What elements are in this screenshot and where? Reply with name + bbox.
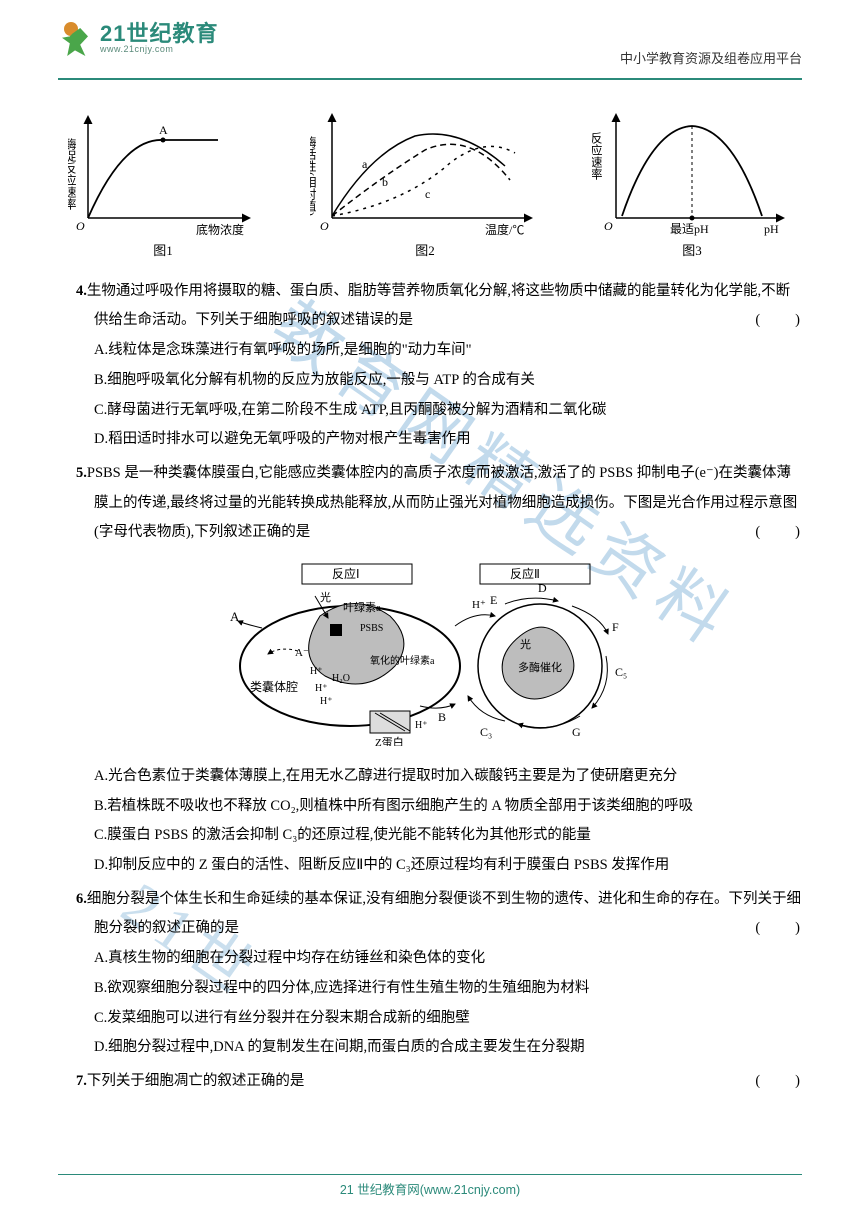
svg-text:酶促反应速率: 酶促反应速率 — [68, 137, 77, 210]
logo-sub-text: www.21cnjy.com — [100, 45, 218, 54]
q4-number: 4. — [76, 283, 87, 299]
q6-answer-blank: ( ) — [773, 914, 802, 944]
q4-opt-a: A.线粒体是念珠藻进行有氧呼吸的场所,是细胞的"动力车间" — [94, 336, 802, 366]
svg-text:反应速率: 反应速率 — [592, 132, 603, 180]
svg-text:光: 光 — [520, 637, 531, 651]
q7-stem: 下列关于细胞凋亡的叙述正确的是 — [87, 1073, 305, 1089]
q7-answer-blank: ( ) — [773, 1067, 802, 1097]
q4-opt-c: C.酵母菌进行无氧呼吸,在第二阶段不生成 ATP,且丙酮酸被分解为酒精和二氧化碳 — [94, 396, 802, 426]
figure-2-caption: 图2 — [310, 238, 540, 265]
q5-stem: PSBS 是一种类囊体膜蛋白,它能感应类囊体腔内的高质子浓度而被激活,激活了的 … — [87, 465, 797, 540]
q5-opt-a: A.光合色素位于类囊体薄膜上,在用无水乙醇进行提取时加入碳酸钙主要是为了使研磨更… — [94, 762, 802, 792]
svg-text:G: G — [572, 725, 581, 739]
svg-text:A: A — [159, 123, 168, 137]
q4-opt-b: B.细胞呼吸氧化分解有机物的反应为放能反应,一般与 ATP 的合成有关 — [94, 366, 802, 396]
q5-diagram: 反应Ⅰ反应Ⅱ叶绿素aPSBS氧化的叶绿素a光H₂OH⁺H⁺H⁺A⁻类囊体腔Z蛋白… — [58, 556, 802, 758]
question-7: 7.下列关于细胞凋亡的叙述正确的是 ( ) — [58, 1067, 802, 1097]
svg-text:H₂O: H₂O — [332, 673, 350, 684]
q6-stem: 细胞分裂是个体生长和生命延续的基本保证,没有细胞分裂便谈不到生物的遗传、进化和生… — [87, 891, 801, 937]
svg-text:O: O — [320, 219, 329, 233]
svg-text:叶绿素a: 叶绿素a — [343, 600, 381, 614]
svg-text:酶活性(相对值): 酶活性(相对值) — [310, 135, 317, 216]
page-header: 21世纪教育 www.21cnjy.com 中小学教育资源及组卷应用平台 — [58, 20, 802, 80]
svg-text:类囊体腔: 类囊体腔 — [250, 679, 298, 694]
page-footer: 21 世纪教育网(www.21cnjy.com) — [58, 1174, 802, 1198]
q6-number: 6. — [76, 891, 87, 907]
q5-opt-b: B.若植株既不吸收也不释放 CO₂,则植株中所有图示细胞产生的 A 物质全部用于… — [94, 792, 802, 822]
q6-opt-b: B.欲观察细胞分裂过程中的四分体,应选择进行有性生殖生物的生殖细胞为材料 — [94, 974, 802, 1004]
svg-text:pH: pH — [764, 222, 779, 236]
figure-3-caption: 图3 — [592, 238, 792, 265]
question-4: 4.生物通过呼吸作用将摄取的糖、蛋白质、脂肪等营养物质氧化分解,将这些物质中储藏… — [58, 277, 802, 455]
svg-text:a: a — [362, 157, 368, 171]
svg-text:H⁺: H⁺ — [415, 720, 428, 731]
q6-opt-c: C.发菜细胞可以进行有丝分裂并在分裂末期合成新的细胞壁 — [94, 1004, 802, 1034]
question-6: 6.细胞分裂是个体生长和生命延续的基本保证,没有细胞分裂便谈不到生物的遗传、进化… — [58, 885, 802, 1063]
svg-text:H⁺: H⁺ — [310, 666, 323, 677]
svg-text:多酶催化: 多酶催化 — [518, 660, 562, 674]
q5-number: 5. — [76, 465, 87, 481]
figure-row: A 酶促反应速率底物浓度 O 图1 ab c 酶活性(相对值) 温度/℃ O 图2 反应速率… — [68, 108, 792, 265]
q7-number: 7. — [76, 1073, 87, 1089]
svg-text:H⁺: H⁺ — [320, 696, 333, 707]
q5-opt-d: D.抑制反应中的 Z 蛋白的活性、阻断反应Ⅱ中的 C₃还原过程均有利于膜蛋白 P… — [94, 851, 802, 881]
content-area: A 酶促反应速率底物浓度 O 图1 ab c 酶活性(相对值) 温度/℃ O 图2 反应速率… — [58, 108, 802, 1097]
svg-text:底物浓度: 底物浓度 — [196, 222, 244, 237]
logo-mark-icon — [58, 22, 96, 60]
q5-answer-blank: ( ) — [773, 518, 802, 548]
svg-text:E: E — [490, 593, 497, 607]
logo-main-text: 21世纪教育 — [100, 22, 218, 45]
figure-3: 反应速率最适pH pH O 图3 — [592, 108, 792, 265]
q4-stem: 生物通过呼吸作用将摄取的糖、蛋白质、脂肪等营养物质氧化分解,将这些物质中储藏的能… — [87, 283, 790, 329]
header-right-text: 中小学教育资源及组卷应用平台 — [620, 48, 802, 67]
svg-text:温度/℃: 温度/℃ — [485, 222, 524, 237]
svg-text:O: O — [604, 219, 613, 233]
svg-text:c: c — [425, 187, 430, 201]
svg-text:B: B — [438, 710, 446, 724]
figure-2: ab c 酶活性(相对值) 温度/℃ O 图2 — [310, 108, 540, 265]
logo: 21世纪教育 www.21cnjy.com — [58, 22, 218, 60]
svg-text:氧化的叶绿素a: 氧化的叶绿素a — [370, 654, 435, 667]
svg-text:PSBS: PSBS — [360, 623, 383, 634]
q6-opt-a: A.真核生物的细胞在分裂过程中均存在纺锤丝和染色体的变化 — [94, 944, 802, 974]
question-5: 5.PSBS 是一种类囊体膜蛋白,它能感应类囊体腔内的高质子浓度而被激活,激活了… — [58, 459, 802, 881]
svg-text:最适pH: 最适pH — [670, 222, 709, 236]
svg-text:O: O — [76, 219, 85, 233]
q6-opt-d: D.细胞分裂过程中,DNA 的复制发生在间期,而蛋白质的合成主要发生在分裂期 — [94, 1033, 802, 1063]
svg-text:A⁻: A⁻ — [295, 647, 309, 659]
svg-text:反应Ⅰ: 反应Ⅰ — [332, 566, 360, 581]
svg-text:C₅: C₅ — [615, 665, 627, 679]
svg-text:反应Ⅱ: 反应Ⅱ — [510, 566, 540, 581]
svg-text:F: F — [612, 620, 619, 634]
q4-answer-blank: ( ) — [773, 306, 802, 336]
svg-text:b: b — [382, 175, 388, 189]
svg-text:Z蛋白: Z蛋白 — [375, 735, 404, 746]
figure-1: A 酶促反应速率底物浓度 O 图1 — [68, 108, 258, 265]
svg-text:D: D — [538, 581, 547, 595]
svg-text:H⁺: H⁺ — [315, 683, 328, 694]
figure-1-caption: 图1 — [68, 238, 258, 265]
q4-opt-d: D.稻田适时排水可以避免无氧呼吸的产物对根产生毒害作用 — [94, 425, 802, 455]
svg-text:光: 光 — [320, 590, 331, 604]
svg-text:C₃: C₃ — [480, 725, 492, 739]
q5-opt-c: C.膜蛋白 PSBS 的激活会抑制 C₃的还原过程,使光能不能转化为其他形式的能… — [94, 821, 802, 851]
svg-text:H⁺: H⁺ — [472, 599, 486, 611]
